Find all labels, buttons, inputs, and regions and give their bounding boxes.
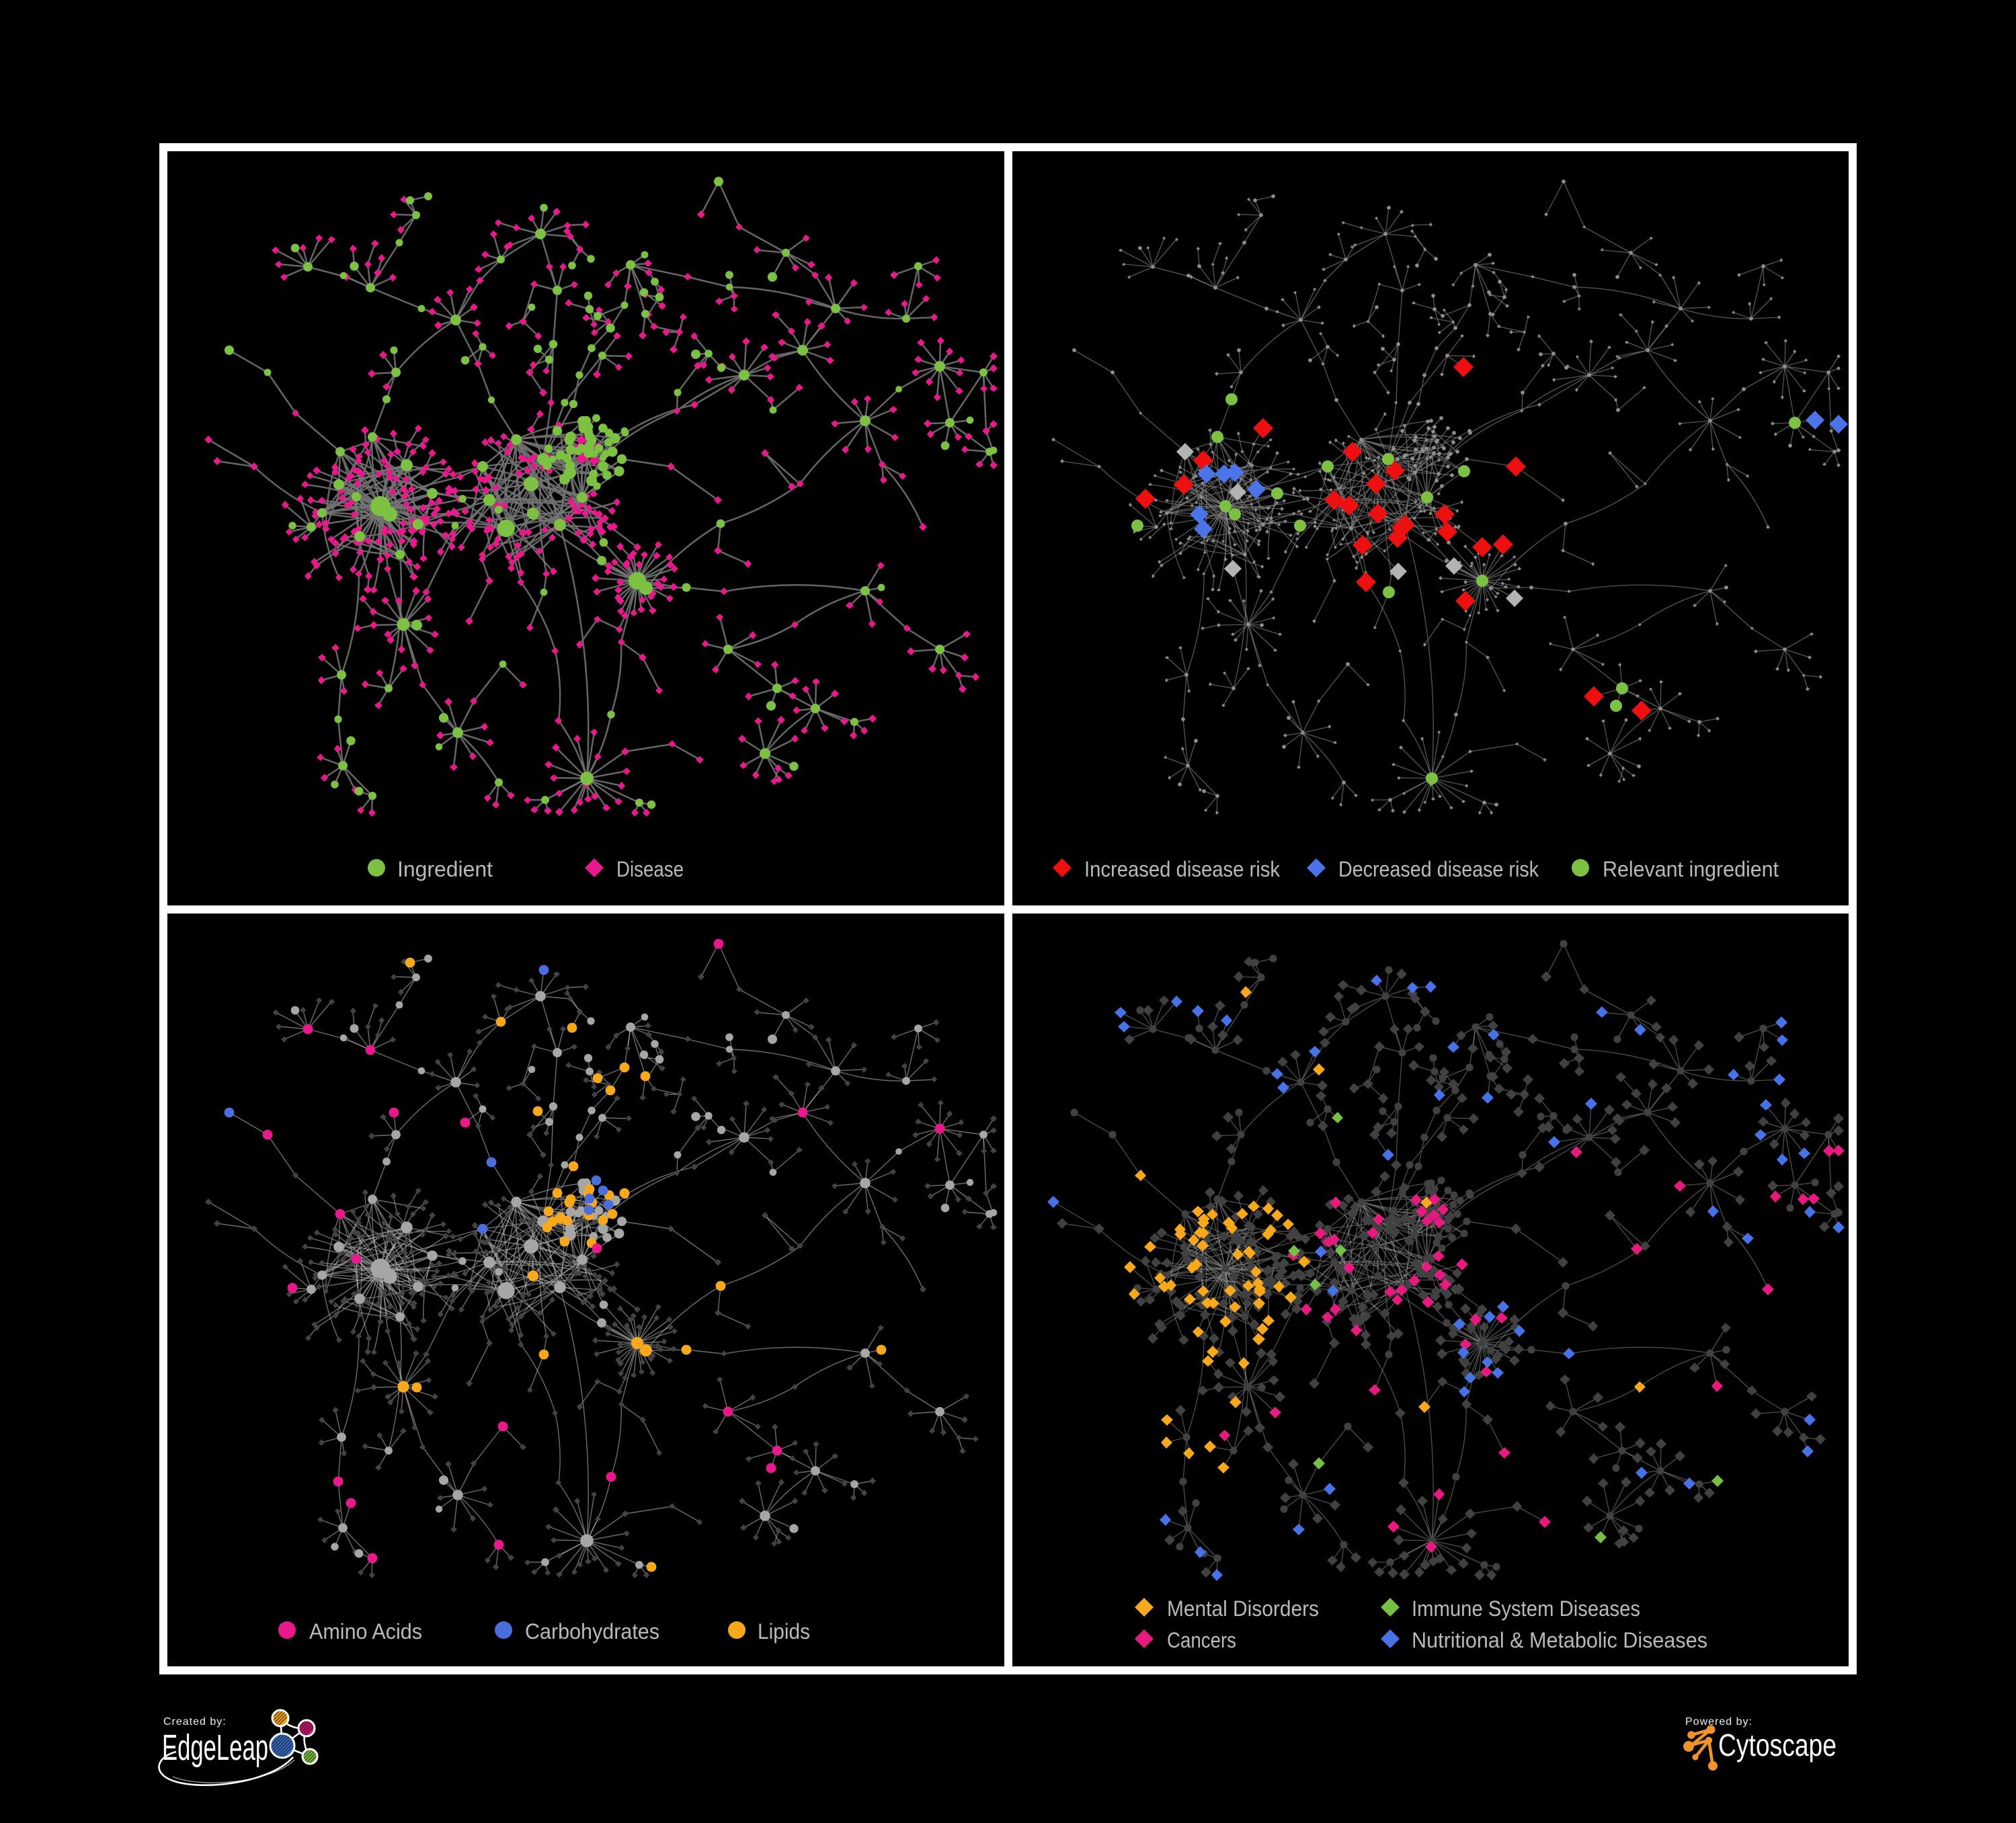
- svg-text:Cytoscape: Cytoscape: [1718, 1728, 1837, 1763]
- svg-text:Nutritional & Metabolic Diseas: Nutritional & Metabolic Diseases: [1412, 1628, 1707, 1652]
- svg-text:Disease: Disease: [616, 857, 684, 881]
- svg-text:EdgeLeap: EdgeLeap: [162, 1728, 268, 1768]
- svg-text:Amino Acids: Amino Acids: [309, 1619, 422, 1644]
- svg-text:Increased disease risk: Increased disease risk: [1084, 857, 1281, 881]
- svg-text:Cancers: Cancers: [1167, 1628, 1236, 1652]
- svg-text:Mental Disorders: Mental Disorders: [1167, 1596, 1319, 1621]
- svg-text:Relevant ingredient: Relevant ingredient: [1603, 857, 1779, 881]
- svg-text:Powered by:: Powered by:: [1685, 1716, 1752, 1728]
- svg-text:Created by:: Created by:: [163, 1716, 227, 1728]
- svg-text:Decreased disease risk: Decreased disease risk: [1338, 857, 1539, 881]
- svg-text:Lipids: Lipids: [758, 1619, 810, 1644]
- svg-text:Immune System Diseases: Immune System Diseases: [1412, 1596, 1640, 1621]
- svg-text:Ingredient: Ingredient: [397, 857, 493, 881]
- svg-text:Carbohydrates: Carbohydrates: [525, 1619, 659, 1644]
